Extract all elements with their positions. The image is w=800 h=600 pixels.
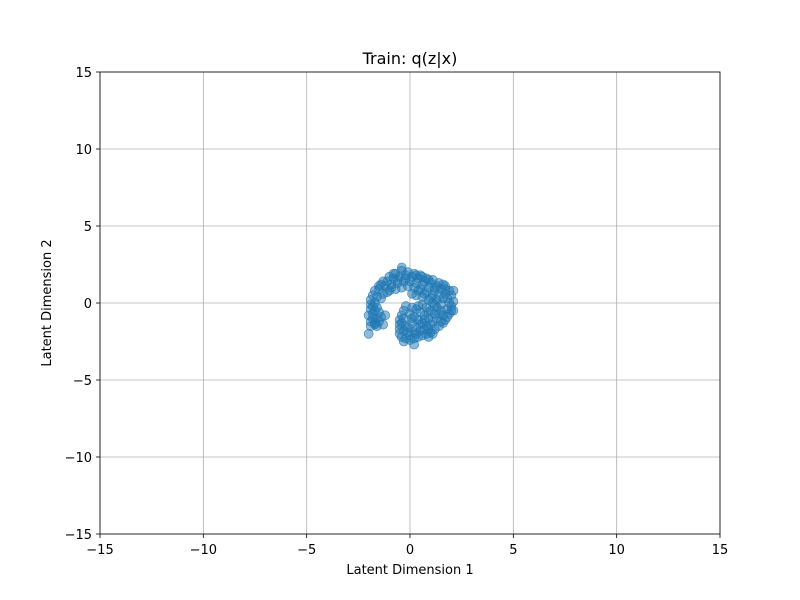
scatter-point xyxy=(376,293,386,304)
scatter-point xyxy=(419,315,430,325)
x-tick-label: 15 xyxy=(712,543,729,558)
x-tick-label: −15 xyxy=(86,543,113,558)
y-tick-label: −5 xyxy=(73,374,92,389)
grid xyxy=(99,71,721,535)
scatter-point xyxy=(429,299,440,310)
scatter-point xyxy=(409,339,420,350)
chart-title: Train: q(z|x) xyxy=(362,49,458,68)
y-axis-label: Latent Dimension 2 xyxy=(40,239,55,366)
x-tick-label: 0 xyxy=(406,543,414,558)
x-tick-label: 10 xyxy=(608,543,625,558)
scatter-point xyxy=(448,285,459,296)
y-tick-label: 5 xyxy=(84,220,92,235)
y-tick-label: −15 xyxy=(65,528,92,543)
scatter-point xyxy=(376,279,386,290)
y-tick-label: 0 xyxy=(84,297,92,312)
scatter-point xyxy=(398,336,409,347)
axis-ticks: −15 −10 −5 0 5 10 15 −15 −10 −5 0 5 10 15 xyxy=(65,66,729,558)
x-tick-label: 5 xyxy=(509,543,517,558)
scatter-point xyxy=(396,318,407,328)
scatter-point xyxy=(429,282,440,293)
scatter-point xyxy=(411,270,422,281)
scatter-point xyxy=(407,313,417,324)
scatter-point xyxy=(367,301,378,311)
x-axis-label: Latent Dimension 1 xyxy=(346,563,473,578)
scatter-point xyxy=(382,287,393,298)
scatter-point xyxy=(392,274,403,285)
scatter-point xyxy=(380,310,391,321)
x-tick-label: −5 xyxy=(297,543,316,558)
scatter-point xyxy=(423,274,434,285)
scatter-point xyxy=(448,296,459,307)
scatter-point xyxy=(400,273,411,284)
scatter-point xyxy=(440,284,451,295)
y-tick-label: 10 xyxy=(75,143,92,158)
scatter-point xyxy=(413,301,424,311)
scatter-point xyxy=(369,319,380,330)
scatter-point xyxy=(438,293,448,304)
scatter-point xyxy=(423,307,434,318)
scatter-point xyxy=(396,262,407,273)
scatter-point xyxy=(411,328,422,339)
scatter-point xyxy=(423,324,434,335)
x-tick-label: −10 xyxy=(190,543,217,558)
y-tick-label: 15 xyxy=(75,66,92,81)
y-tick-label: −10 xyxy=(65,451,92,466)
data-points xyxy=(363,262,459,350)
scatter-point xyxy=(446,305,457,316)
